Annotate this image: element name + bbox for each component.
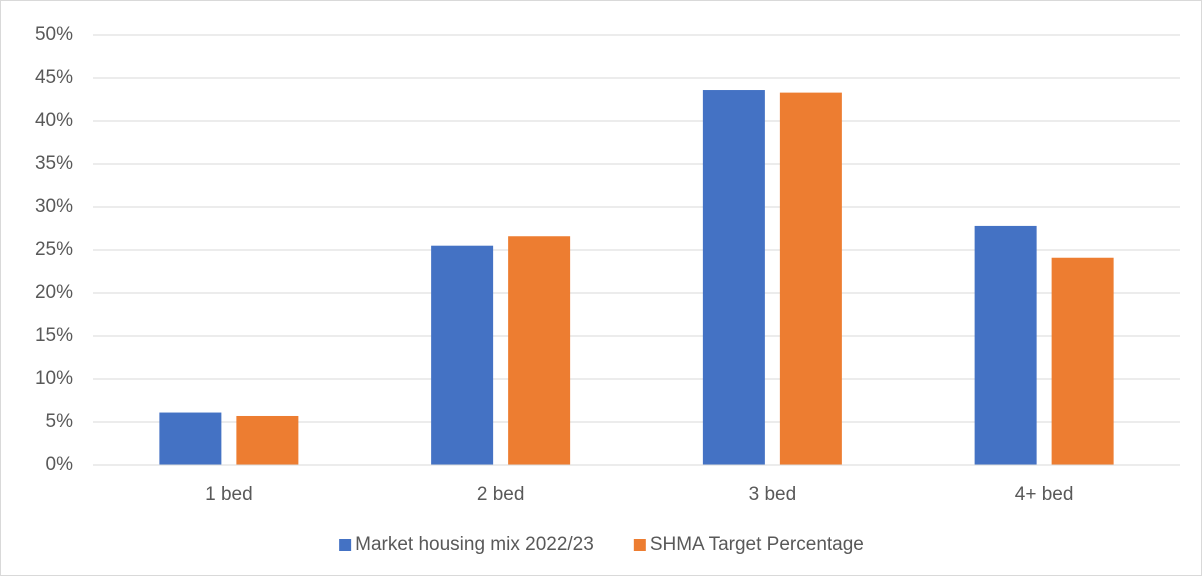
legend-label: SHMA Target Percentage xyxy=(650,534,864,555)
legend-swatch xyxy=(633,539,646,551)
bar xyxy=(702,90,765,465)
bar xyxy=(1051,257,1114,465)
x-tick-label: 3 bed xyxy=(749,484,797,505)
y-tick-label: 40% xyxy=(35,110,73,131)
y-tick-label: 10% xyxy=(35,368,73,389)
x-tick-label: 4+ bed xyxy=(1015,484,1074,505)
bar xyxy=(431,245,494,465)
y-tick-label: 15% xyxy=(35,325,73,346)
bar xyxy=(779,92,842,466)
y-tick-label: 5% xyxy=(46,411,74,432)
y-tick-label: 45% xyxy=(35,67,73,88)
bar xyxy=(974,225,1037,465)
y-tick-label: 50% xyxy=(35,24,73,45)
y-tick-label: 25% xyxy=(35,239,73,260)
legend-label: Market housing mix 2022/23 xyxy=(355,534,594,555)
y-tick-label: 30% xyxy=(35,196,73,217)
bar xyxy=(236,415,299,465)
x-tick-label: 2 bed xyxy=(477,484,525,505)
bar xyxy=(159,412,222,465)
y-tick-label: 20% xyxy=(35,282,73,303)
bar xyxy=(508,236,571,465)
y-tick-label: 35% xyxy=(35,153,73,174)
legend-swatch xyxy=(339,539,352,551)
x-tick-label: 1 bed xyxy=(205,484,253,505)
y-tick-label: 0% xyxy=(46,454,74,475)
